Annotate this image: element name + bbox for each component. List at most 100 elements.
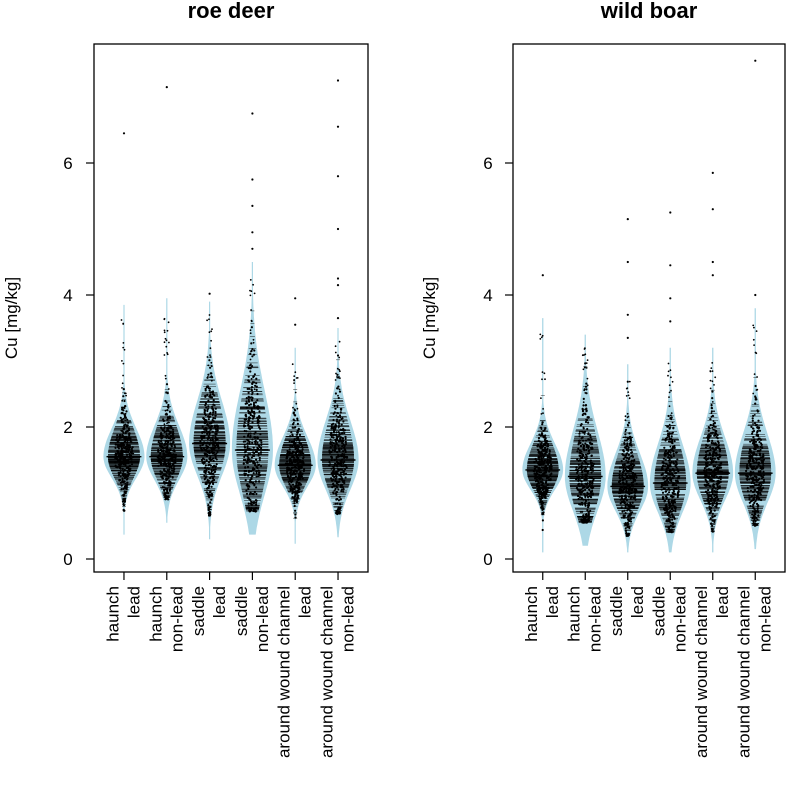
data-point (338, 368, 341, 371)
data-point (295, 486, 298, 489)
data-point (165, 470, 168, 474)
data-point (294, 493, 297, 496)
data-point (328, 461, 331, 464)
data-point (116, 436, 119, 439)
data-point (629, 509, 632, 512)
data-point (335, 491, 338, 494)
data-point (256, 441, 259, 444)
data-point (161, 477, 165, 480)
data-point (335, 418, 339, 421)
data-point (172, 460, 175, 463)
data-point (581, 443, 584, 446)
data-point (125, 461, 128, 464)
data-point (167, 477, 170, 480)
data-point (252, 353, 256, 356)
data-point (209, 354, 211, 356)
data-point (120, 319, 123, 321)
data-point (172, 471, 175, 474)
y-tick-label: 6 (63, 154, 72, 173)
data-point (336, 367, 339, 370)
data-point (255, 385, 258, 388)
data-point (623, 463, 626, 466)
data-point (167, 441, 170, 444)
data-point (578, 432, 581, 435)
data-point (537, 461, 540, 464)
data-point (205, 428, 208, 431)
data-point (588, 438, 591, 441)
data-point (333, 464, 336, 467)
data-point (128, 469, 131, 473)
data-point (339, 498, 342, 501)
data-point (123, 447, 126, 450)
data-point (166, 443, 169, 446)
data-point (123, 457, 127, 460)
data-point (580, 483, 583, 486)
data-point (214, 428, 218, 431)
data-point (118, 458, 121, 461)
data-point (247, 427, 250, 430)
data-point (542, 408, 544, 410)
bean-1 (146, 86, 188, 523)
data-point (624, 428, 628, 431)
data-point (122, 428, 125, 431)
data-point (544, 427, 547, 430)
data-point (247, 395, 250, 398)
data-point (212, 434, 215, 437)
data-point (582, 454, 585, 457)
data-point (540, 455, 543, 458)
data-point (259, 427, 262, 430)
data-point (334, 392, 337, 395)
data-point (164, 409, 167, 412)
data-point (288, 477, 291, 480)
data-point (330, 434, 333, 437)
data-point (296, 433, 299, 436)
data-point (202, 431, 205, 434)
data-point (544, 496, 547, 499)
data-point (130, 441, 133, 444)
data-point (582, 401, 585, 404)
data-point (207, 506, 210, 510)
data-point (294, 371, 297, 374)
data-point (123, 406, 126, 408)
data-point (251, 421, 254, 424)
data-point (171, 428, 175, 431)
data-point (590, 468, 593, 472)
data-point (293, 469, 296, 472)
data-point (126, 441, 129, 444)
data-point (340, 484, 343, 487)
data-point (624, 511, 627, 515)
data-point (256, 405, 260, 408)
data-point (337, 421, 340, 424)
data-point (626, 423, 629, 426)
data-point (254, 480, 257, 483)
data-point (216, 438, 219, 441)
data-point (295, 482, 298, 485)
data-point (203, 411, 206, 414)
data-point (577, 488, 580, 491)
data-point (211, 393, 215, 396)
data-point (163, 426, 166, 428)
data-point (209, 376, 212, 379)
data-point (163, 423, 166, 426)
data-point (543, 493, 547, 496)
data-point (542, 474, 545, 477)
data-point (578, 496, 582, 499)
data-point (250, 350, 252, 353)
data-point (290, 461, 293, 464)
data-point (157, 439, 160, 442)
bean-3 (231, 112, 273, 535)
data-point (634, 489, 637, 492)
data-point (245, 438, 249, 441)
data-point (204, 395, 207, 398)
outlier-point (251, 231, 254, 234)
data-point (343, 453, 346, 456)
data-point (592, 462, 596, 465)
data-point (119, 445, 122, 448)
bean-3 (649, 211, 691, 553)
data-point (623, 509, 626, 512)
data-point (290, 431, 293, 434)
data-point (125, 410, 128, 413)
y-tick-label: 4 (63, 286, 72, 305)
data-point (541, 528, 544, 532)
data-point (249, 498, 252, 501)
